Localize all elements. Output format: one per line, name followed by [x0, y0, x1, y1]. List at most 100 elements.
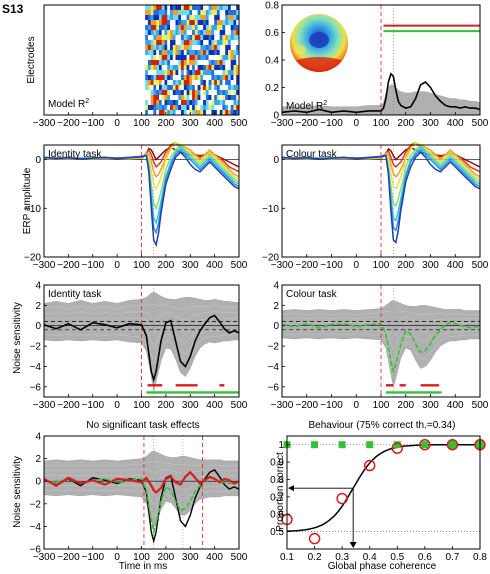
noise-identity-xtick-label: 500	[231, 400, 248, 411]
heatmap-cell	[211, 100, 215, 106]
heatmap-cell	[222, 10, 226, 16]
noise-combined-ytick-label: −4	[30, 522, 42, 533]
heatmap-cell	[192, 15, 196, 21]
heatmap-cell	[170, 30, 174, 36]
heatmap-cell	[219, 95, 223, 101]
heatmap-cell	[189, 20, 193, 26]
psychometric-ytick-label: 0.9	[270, 458, 284, 469]
noise-identity-gray-trace	[43, 311, 239, 321]
heatmap-cell	[161, 95, 165, 101]
heatmap-cell	[203, 15, 207, 21]
heatmap-cell	[219, 85, 223, 91]
heatmap-cell	[172, 30, 176, 36]
heatmap-cell	[164, 60, 168, 66]
heatmap-cell	[147, 75, 152, 81]
heatmap-cell	[178, 35, 182, 41]
heatmap-cell	[219, 10, 223, 16]
heatmap-cell	[216, 35, 221, 41]
heatmap-cell	[178, 70, 182, 76]
erp-identity-panel: −300 −200 −100 0 100 200 300 400 500 0 −10 −20 Ident…	[24, 141, 248, 271]
heatmap-cell	[225, 110, 229, 116]
heatmap-cell	[167, 5, 171, 11]
heatmap-cell	[194, 10, 198, 16]
psychometric-ytick-label: 0.5	[270, 527, 284, 538]
heatmap-cell	[147, 110, 152, 116]
heatmap-cell	[186, 95, 190, 101]
heatmap-cell	[147, 80, 152, 86]
heatmap-cell	[161, 105, 165, 111]
heatmap-cell	[214, 15, 218, 21]
heatmap-cell	[214, 65, 218, 71]
heatmap-cell	[183, 100, 187, 106]
heatmap-cell	[203, 100, 207, 106]
heatmap-cell	[183, 50, 187, 56]
psychometric-threshold-v-arrow	[349, 542, 357, 548]
heatmap-cell	[189, 60, 193, 66]
erp-identity-xtick-label: 100	[133, 260, 150, 271]
heatmap-cell	[194, 110, 198, 116]
heatmap-cell	[145, 40, 149, 46]
heatmap-cell	[225, 35, 229, 41]
noise-colour-xtick-label: 200	[397, 400, 414, 411]
heatmap-cell	[172, 15, 176, 21]
heatmap-cell	[167, 105, 171, 111]
heatmap-cell	[208, 40, 212, 46]
heatmap-cell	[222, 65, 226, 71]
heatmap-cell	[167, 40, 171, 46]
heatmap-cell	[230, 25, 234, 31]
heatmap-cell	[178, 100, 182, 106]
heatmap-cell	[175, 55, 179, 61]
heatmap-cell	[216, 110, 221, 116]
heatmap-cell	[156, 45, 160, 51]
heatmap-cell	[170, 65, 174, 71]
heatmap-cell	[178, 10, 182, 16]
heatmap-cell	[225, 15, 229, 21]
heatmap-cell	[164, 25, 168, 31]
heatmap-cell	[181, 60, 185, 66]
heatmap-cell	[183, 65, 187, 71]
heatmap-cell	[186, 105, 190, 111]
heatmap-cell	[225, 75, 229, 81]
heatmap-cell	[159, 35, 163, 41]
caption-no-task-effects: No significant task effects	[86, 420, 199, 431]
model-r2-ytick-label: 0.8	[265, 1, 279, 12]
heatmap-cell	[233, 85, 237, 91]
heatmap-cell	[153, 55, 157, 61]
heatmap-cell	[183, 90, 187, 96]
psychometric-xtick-label: 0.3	[335, 552, 349, 563]
noise-combined-xtick-label: −300	[33, 552, 56, 563]
heatmap-cell	[172, 110, 176, 116]
erp-colour-xtick-label: 500	[472, 260, 489, 271]
heatmap-cell	[186, 25, 190, 31]
heatmap-cell	[200, 5, 204, 11]
heatmap-cell	[167, 50, 171, 56]
heatmap-cell	[197, 30, 201, 36]
erp-identity-ytick-label: 0	[35, 155, 41, 166]
heatmap-cell	[208, 15, 212, 21]
psychometric-xtick-label: 0.6	[418, 552, 432, 563]
model-r2-annotation-sup: 2	[323, 100, 327, 107]
heatmap-cell	[211, 70, 215, 76]
heatmap-cell	[222, 30, 226, 36]
heatmap-cell	[147, 5, 152, 11]
heatmap-cell	[164, 70, 168, 76]
heatmap-cell	[219, 30, 223, 36]
heatmap-cell	[208, 70, 212, 76]
noise-colour-ytick-label: −2	[268, 342, 280, 353]
heatmap-cell	[189, 70, 193, 76]
heatmap-cell	[167, 15, 171, 21]
psychometric-ytick-label: 0.6	[270, 510, 284, 521]
heatmap-cell	[161, 110, 165, 116]
heatmap-cell	[164, 50, 168, 56]
psychometric-red-circle	[391, 442, 404, 454]
psychometric-panel: 0.1 0.2 0.3 0.4 0.5 0.6 0.7 0.8 0.5 0.6 0.7 0.8 0.9 1	[270, 435, 487, 563]
heatmap-cell	[167, 85, 171, 91]
heatmap-cell	[156, 55, 160, 61]
heatmap-cell	[172, 10, 176, 16]
heatmap-cell	[233, 100, 237, 106]
noise-identity-xtick-label: 0	[114, 400, 120, 411]
heatmap-cell	[216, 20, 221, 26]
heatmap-cell	[161, 35, 165, 41]
noise-identity-xtick-label: −300	[33, 400, 56, 411]
heatmap-cell	[183, 60, 187, 66]
